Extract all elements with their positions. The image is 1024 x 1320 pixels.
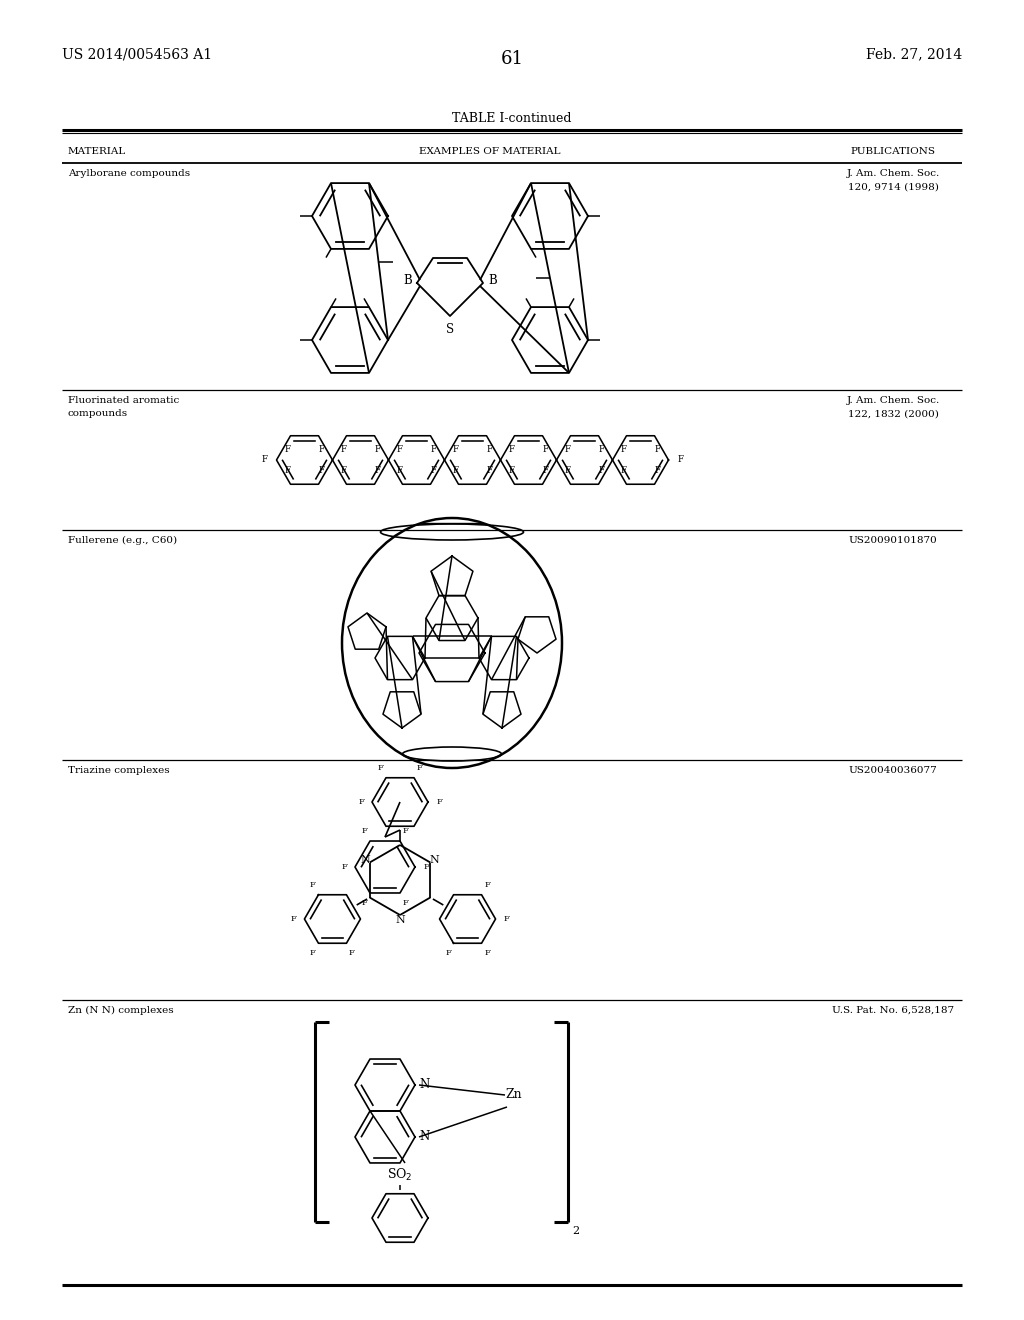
Text: F: F: [564, 466, 570, 475]
Text: F: F: [341, 445, 346, 454]
Text: F: F: [358, 799, 364, 807]
Text: F: F: [402, 828, 409, 836]
Text: U.S. Pat. No. 6,528,187: U.S. Pat. No. 6,528,187: [831, 1006, 954, 1015]
Text: US 2014/0054563 A1: US 2014/0054563 A1: [62, 48, 212, 61]
Text: N: N: [419, 1130, 429, 1143]
Text: F: F: [598, 445, 604, 454]
Text: F: F: [509, 445, 514, 454]
Text: J. Am. Chem. Soc.
120, 9714 (1998): J. Am. Chem. Soc. 120, 9714 (1998): [847, 169, 940, 191]
Text: F: F: [484, 882, 490, 890]
Text: F: F: [402, 899, 409, 907]
Text: F: F: [453, 445, 459, 454]
Text: F: F: [417, 764, 423, 772]
Text: N: N: [430, 855, 439, 865]
Text: F: F: [654, 445, 660, 454]
Text: B: B: [488, 275, 497, 288]
Text: J. Am. Chem. Soc.
122, 1832 (2000): J. Am. Chem. Soc. 122, 1832 (2000): [847, 396, 940, 418]
Text: F: F: [341, 466, 346, 475]
Text: F: F: [543, 445, 549, 454]
Text: F: F: [598, 466, 604, 475]
Text: 2: 2: [572, 1226, 580, 1236]
Text: F: F: [361, 828, 368, 836]
Text: F: F: [486, 445, 493, 454]
Text: F: F: [378, 764, 383, 772]
Text: F: F: [543, 466, 549, 475]
Text: F: F: [564, 445, 570, 454]
Text: Triazine complexes: Triazine complexes: [68, 766, 170, 775]
Text: F: F: [445, 949, 451, 957]
Text: US20090101870: US20090101870: [849, 536, 937, 545]
Text: MATERIAL: MATERIAL: [68, 147, 126, 156]
Text: F: F: [349, 949, 355, 957]
Text: B: B: [403, 275, 412, 288]
Text: S: S: [445, 323, 454, 337]
Text: N: N: [360, 855, 371, 865]
Text: F: F: [310, 882, 315, 890]
Text: TABLE I-continued: TABLE I-continued: [453, 112, 571, 125]
Text: F: F: [318, 445, 325, 454]
Text: EXAMPLES OF MATERIAL: EXAMPLES OF MATERIAL: [419, 147, 561, 156]
Text: F: F: [285, 466, 291, 475]
Text: Arylborane compounds: Arylborane compounds: [68, 169, 190, 178]
Text: F: F: [396, 445, 402, 454]
Text: SO$_2$: SO$_2$: [387, 1167, 413, 1183]
Text: F: F: [504, 915, 510, 923]
Text: F: F: [430, 466, 436, 475]
Text: F: F: [261, 455, 267, 465]
Text: Zn (N N) complexes: Zn (N N) complexes: [68, 1006, 174, 1015]
Text: F: F: [341, 863, 347, 871]
Text: Zn: Zn: [505, 1089, 521, 1101]
Text: F: F: [621, 466, 627, 475]
Text: N: N: [395, 915, 404, 925]
Text: US20040036077: US20040036077: [849, 766, 937, 775]
Text: F: F: [436, 799, 442, 807]
Text: F: F: [375, 466, 381, 475]
Text: F: F: [621, 445, 627, 454]
Text: F: F: [678, 455, 683, 465]
Text: F: F: [318, 466, 325, 475]
Text: F: F: [509, 466, 514, 475]
Text: F: F: [430, 445, 436, 454]
Text: F: F: [375, 445, 381, 454]
Text: Fullerene (e.g., C60): Fullerene (e.g., C60): [68, 536, 177, 545]
Text: F: F: [453, 466, 459, 475]
Text: F: F: [654, 466, 660, 475]
Text: F: F: [285, 445, 291, 454]
Text: F: F: [310, 949, 315, 957]
Text: 61: 61: [501, 50, 523, 69]
Text: F: F: [291, 915, 296, 923]
Text: F: F: [486, 466, 493, 475]
Text: N: N: [419, 1078, 429, 1092]
Text: F: F: [396, 466, 402, 475]
Text: PUBLICATIONS: PUBLICATIONS: [851, 147, 936, 156]
Text: F: F: [484, 949, 490, 957]
Text: F: F: [361, 899, 368, 907]
Text: F: F: [423, 863, 429, 871]
Text: Feb. 27, 2014: Feb. 27, 2014: [865, 48, 962, 61]
Text: Fluorinated aromatic
compounds: Fluorinated aromatic compounds: [68, 396, 179, 418]
